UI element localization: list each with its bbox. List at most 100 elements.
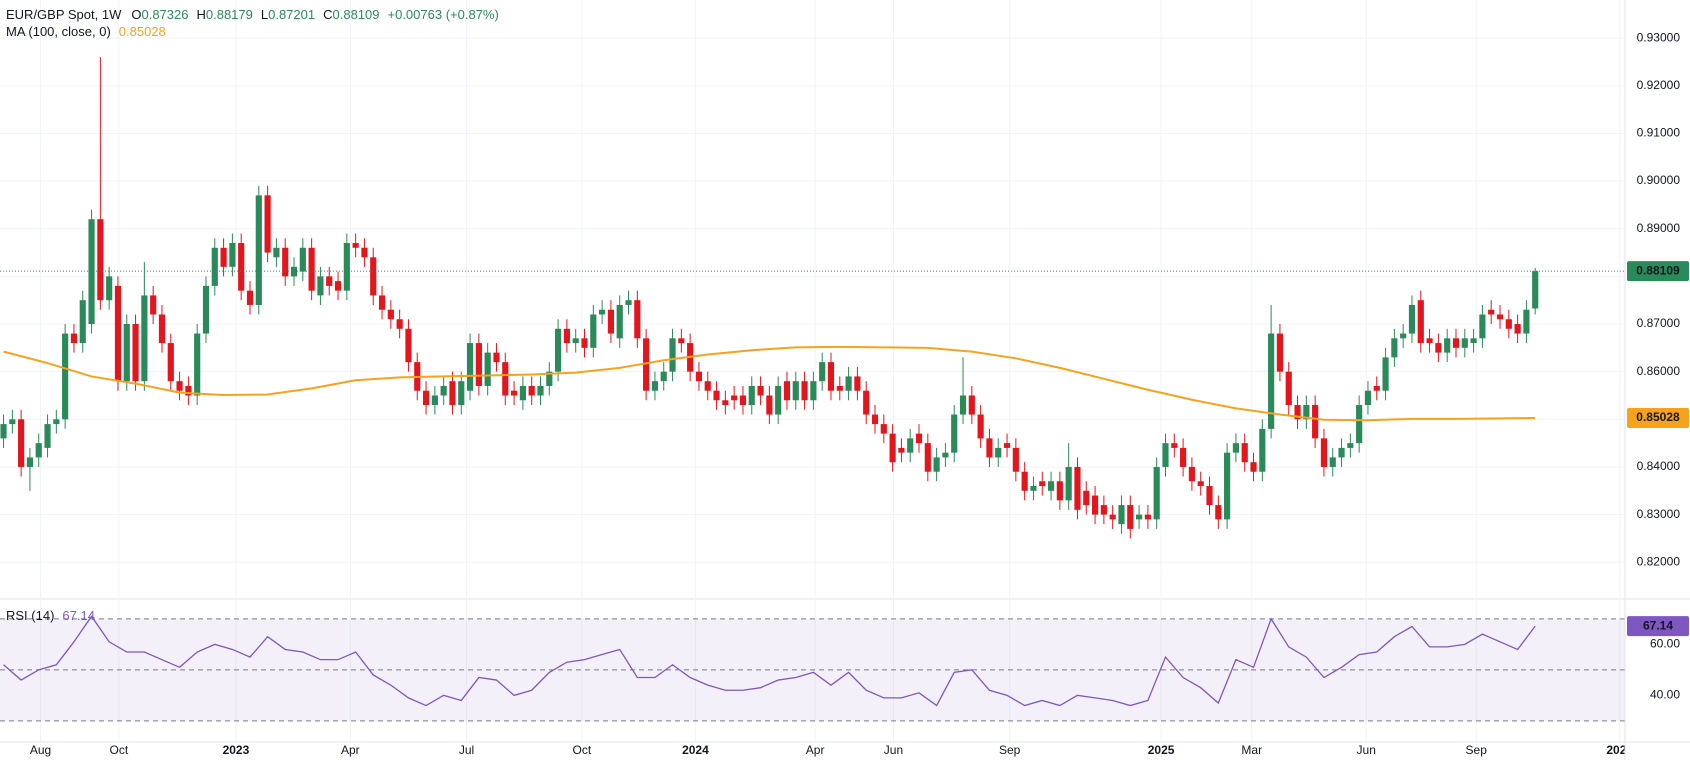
candle-body: [493, 352, 500, 363]
candle-body: [1435, 343, 1442, 353]
candle-body: [396, 319, 403, 329]
candle-body: [1452, 338, 1460, 348]
legend-main: EUR/GBP Spot, 1W O0.87326 H0.88179 L0.87201…: [6, 7, 499, 22]
candle-body: [898, 447, 905, 453]
candle-body: [475, 343, 482, 386]
x-tick-label: Apr: [341, 743, 360, 757]
price-badge-label: 0.88109: [1636, 263, 1680, 277]
candle-body: [1268, 333, 1275, 429]
candle-body: [933, 457, 940, 472]
x-tick-label: Jul: [459, 743, 474, 757]
candle-body: [123, 324, 130, 382]
candle-body: [616, 304, 623, 339]
candle-body: [572, 338, 579, 344]
y-tick-label: 0.91000: [1637, 126, 1681, 140]
candle-body: [352, 243, 359, 248]
candle-body: [18, 419, 25, 467]
candle-body: [537, 385, 544, 396]
candle-body: [370, 257, 377, 296]
ohlc-letter: O: [131, 7, 141, 22]
candle-body: [185, 385, 192, 396]
candle-body: [713, 390, 720, 401]
candle-body: [924, 443, 931, 472]
x-tick-label: Aug: [30, 743, 51, 757]
ma-badge: [1627, 407, 1689, 428]
candle-body: [563, 328, 570, 344]
candle-body: [845, 376, 852, 391]
rsi-badge: [1627, 616, 1689, 637]
candle-body: [1215, 505, 1222, 520]
y-tick-label: 0.92000: [1637, 78, 1681, 92]
candle-body: [581, 338, 588, 348]
candle-body: [255, 195, 262, 305]
candle-body: [431, 395, 438, 406]
candle-body: [1206, 486, 1213, 506]
candle-body: [607, 309, 614, 334]
candle-body: [1496, 314, 1504, 320]
candle-body: [643, 338, 650, 391]
legend-rsi: RSI (14) 67.14: [6, 608, 95, 623]
candle-body: [810, 381, 817, 401]
candle-body: [484, 352, 491, 386]
candle-body: [739, 395, 747, 406]
candle-body: [387, 309, 394, 320]
candle-body: [827, 362, 835, 391]
candle-body: [951, 414, 958, 453]
candle-body: [801, 381, 808, 401]
candle-body: [238, 243, 245, 291]
ma-name: MA (100, close, 0): [6, 24, 111, 39]
candle-body: [695, 371, 703, 382]
ohlc-letter: L: [261, 7, 268, 22]
candle-body: [1197, 481, 1204, 487]
candle-body: [70, 333, 78, 344]
candle-body: [1532, 271, 1539, 309]
candle-body: [977, 414, 984, 439]
candle-body: [334, 281, 342, 291]
candle-body: [106, 276, 113, 301]
candle-body: [722, 400, 729, 406]
x-tick-label: Sep: [999, 743, 1021, 757]
candle-body: [0, 424, 7, 439]
legend-ma: MA (100, close, 0) 0.85028: [6, 24, 166, 39]
candle-body: [995, 447, 1002, 458]
candle-body: [1294, 405, 1301, 420]
candle-body: [299, 247, 306, 272]
candle-body: [1136, 514, 1143, 520]
grid: [0, 0, 1625, 742]
candle-body: [1320, 438, 1328, 467]
candle-body: [141, 295, 148, 382]
x-tick-label: Jun: [1357, 743, 1376, 757]
candle-body: [44, 424, 51, 448]
candle-body: [88, 219, 95, 325]
candle-body: [449, 381, 456, 406]
candle-body: [889, 433, 896, 463]
candle-body: [1083, 490, 1090, 506]
candle-body: [1162, 443, 1169, 467]
candle-body: [704, 381, 711, 391]
candle-body: [1180, 447, 1187, 467]
candle-body: [854, 376, 861, 391]
rsi-badge-label: 67.14: [1643, 618, 1673, 632]
rsi-name: RSI (14): [6, 608, 54, 623]
candle-body: [1056, 481, 1063, 501]
candle-body: [1074, 466, 1081, 510]
ohlc-value: 0.88179: [206, 7, 253, 22]
candle-body: [669, 338, 676, 372]
candle-body: [634, 300, 641, 339]
x-tick-label: 2025: [1148, 743, 1175, 757]
y-tick-label: 60.00: [1650, 637, 1680, 651]
candle-body: [114, 285, 122, 382]
candle-body: [26, 457, 34, 467]
candle-body: [1373, 385, 1380, 391]
candle-body: [202, 285, 210, 334]
plot-area: [0, 57, 1625, 722]
candle-body: [1400, 333, 1407, 339]
candle-body: [1382, 357, 1389, 391]
candle-body: [158, 314, 166, 344]
candle-body: [458, 381, 465, 406]
candle-body: [959, 395, 967, 415]
candle-body: [1461, 338, 1468, 348]
candle-body: [748, 385, 755, 406]
candle-body: [1100, 505, 1107, 515]
candle-body: [1488, 309, 1495, 315]
